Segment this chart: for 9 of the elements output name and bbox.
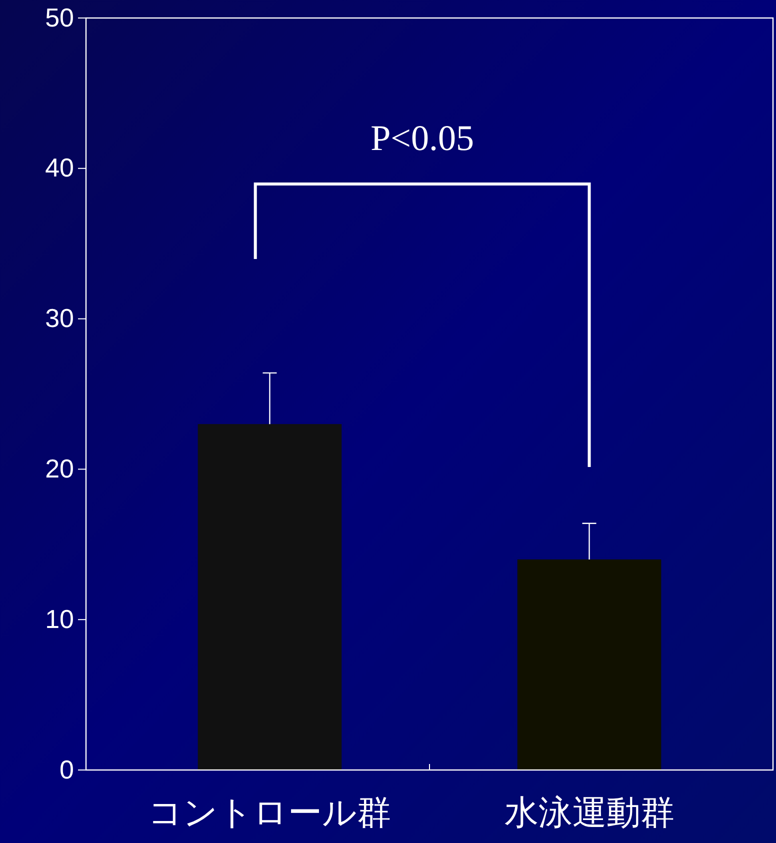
y-tick-label: 40 bbox=[45, 152, 74, 183]
y-tick-label: 20 bbox=[45, 454, 74, 484]
y-tick-label: 0 bbox=[60, 754, 74, 784]
x-tick-label: 水泳運動群 bbox=[504, 793, 674, 834]
y-tick-label: 10 bbox=[45, 604, 74, 634]
y-tick-label: 30 bbox=[45, 303, 74, 334]
y-tick-label: 50 bbox=[45, 2, 74, 32]
annotation: P<0.05 bbox=[370, 118, 474, 158]
x-tick-label: コントロール群 bbox=[148, 793, 392, 834]
